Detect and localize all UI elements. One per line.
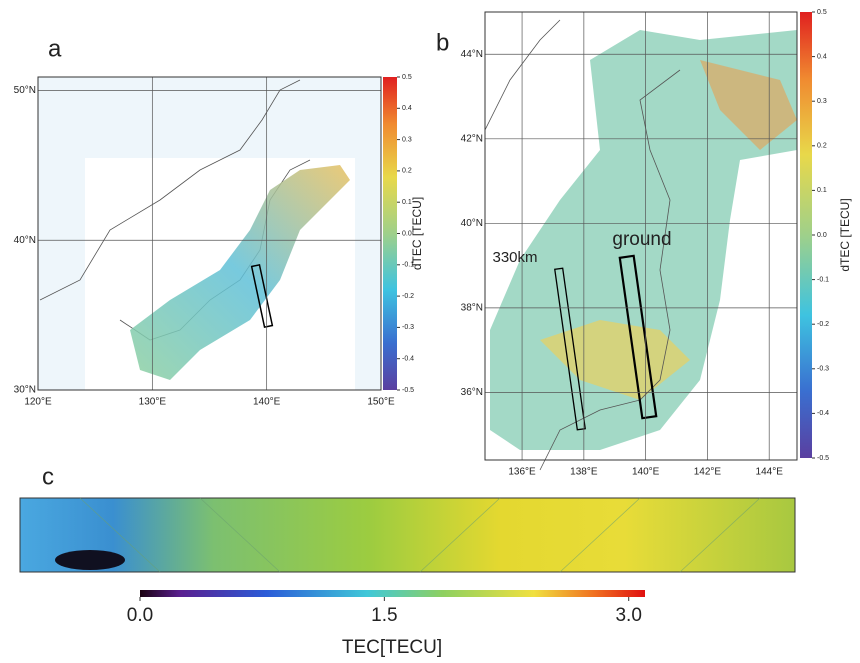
lat-tick-label: 40°N	[14, 235, 36, 246]
lon-tick-label: 136°E	[508, 467, 536, 478]
colorbar-tick-label: 3.0	[615, 605, 641, 626]
colorbar-tick-label: -0.4	[817, 410, 829, 417]
colorbar-tick-label: 0.3	[402, 136, 412, 143]
colorbar-tick-label: -0.1	[402, 262, 414, 269]
lat-tick-label: 42°N	[461, 133, 483, 144]
panel-label: c	[42, 463, 54, 490]
map-frame	[37, 76, 382, 391]
colorbar-tick-label: 0.4	[402, 105, 412, 112]
map-frame	[484, 11, 798, 461]
lon-tick-label: 142°E	[694, 467, 722, 478]
colorbar-tick-label: 0.0	[127, 605, 153, 626]
lon-tick-label: 120°E	[24, 397, 52, 408]
lon-tick-label: 138°E	[570, 467, 598, 478]
colorbar	[140, 590, 645, 597]
colorbar-tick-label: -0.2	[817, 321, 829, 328]
colorbar-label: dTEC [TECU]	[838, 198, 852, 271]
map-a-decor	[38, 77, 381, 390]
lat-tick-label: 30°N	[14, 385, 36, 396]
colorbar-tick-label: -0.5	[817, 455, 829, 462]
colorbar-tick-label: 0.4	[817, 53, 827, 60]
colorbar-tick-label: 0.0	[817, 232, 827, 239]
annotation: 330km	[492, 249, 537, 266]
lon-tick-label: 140°E	[632, 467, 660, 478]
lon-tick-label: 150°E	[367, 397, 395, 408]
lat-tick-label: 44°N	[461, 49, 483, 60]
colorbar-tick-label: 0.2	[817, 143, 827, 150]
annotation: ground	[612, 229, 671, 250]
lon-tick-label: 130°E	[139, 397, 167, 408]
colorbar-tick-label: 0.1	[402, 199, 412, 206]
colorbar-tick-label: -0.4	[402, 356, 414, 363]
colorbar-tick-label: 0.3	[817, 98, 827, 105]
lat-tick-label: 38°N	[461, 302, 483, 313]
colorbar-label: TEC[TECU]	[342, 637, 442, 658]
strip-c	[19, 497, 796, 573]
colorbar-tick-label: -0.2	[402, 293, 414, 300]
lat-tick-label: 40°N	[461, 218, 483, 229]
panel-label: a	[48, 35, 62, 62]
colorbar-tick-label: -0.1	[817, 276, 829, 283]
colorbar-tick-label: 0.0	[402, 230, 412, 237]
colorbar-tick-label: -0.3	[402, 324, 414, 331]
colorbar	[800, 12, 812, 458]
colorbar-tick-label: 0.1	[817, 187, 827, 194]
colorbar-label: dTEC [TECU]	[410, 197, 424, 270]
colorbar-tick-label: -0.5	[402, 387, 414, 394]
colorbar-tick-label: 0.5	[402, 74, 412, 81]
panel-label: b	[436, 29, 449, 56]
lon-tick-label: 144°E	[756, 467, 784, 478]
colorbar-tick-label: -0.3	[817, 366, 829, 373]
lon-tick-label: 140°E	[253, 397, 281, 408]
map-b-decor	[484, 12, 797, 471]
colorbar-tick-label: 0.2	[402, 168, 412, 175]
colorbar-tick-label: 1.5	[371, 605, 397, 626]
lat-tick-label: 36°N	[461, 387, 483, 398]
colorbar	[383, 77, 397, 390]
colorbar-tick-label: 0.5	[817, 9, 827, 16]
lat-tick-label: 50°N	[14, 85, 36, 96]
